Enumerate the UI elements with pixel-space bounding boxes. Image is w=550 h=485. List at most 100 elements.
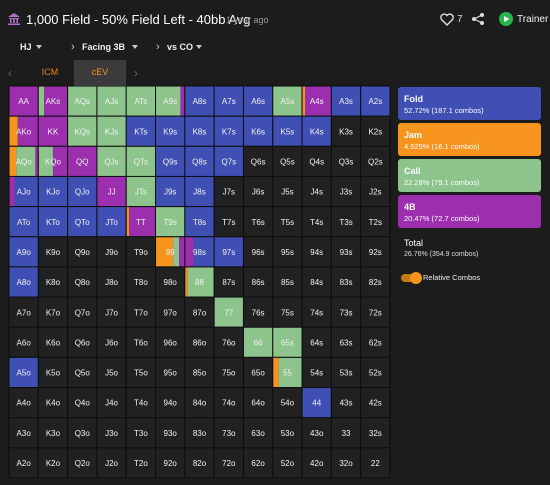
hand-label: 93s — [340, 248, 353, 257]
hand-label: A4o — [17, 399, 32, 408]
prev-arrow[interactable]: ‹ — [8, 66, 12, 80]
action-segment — [272, 357, 279, 388]
action-segment — [214, 146, 244, 177]
cell-bg — [155, 417, 185, 448]
hand-label: 82o — [193, 459, 207, 468]
cell-bg — [360, 417, 390, 448]
hand-label: 32o — [339, 459, 353, 468]
hand-label: Q3o — [75, 429, 91, 438]
legend-detail: 4.525% (16.1 combos) — [404, 142, 480, 151]
legend-detail: 52.72% (187.1 combos) — [404, 106, 484, 115]
tab[interactable]: ICM — [41, 67, 59, 77]
hand-label: K3o — [46, 429, 61, 438]
cell-bg — [272, 266, 303, 298]
hand-label: Q5o — [75, 369, 91, 378]
hand-label: ATs — [135, 97, 148, 106]
hand-label: T8o — [134, 278, 148, 287]
cell-bg — [184, 327, 215, 358]
cell-bg — [126, 297, 156, 328]
hand-label: 97o — [164, 308, 178, 317]
hand-label: A9o — [17, 248, 32, 257]
cell-bg — [302, 447, 332, 478]
cell-bg — [243, 297, 273, 328]
action-segment — [17, 116, 39, 147]
hand-label: 73o — [222, 429, 236, 438]
legend-item[interactable] — [398, 159, 541, 192]
like-button[interactable] — [440, 13, 454, 26]
cell-bg — [96, 387, 127, 418]
legend-name: 4B — [404, 202, 416, 212]
hand-label: A6o — [17, 338, 32, 347]
hand-label: 96s — [252, 248, 265, 257]
cell-bg — [331, 387, 361, 418]
bank-icon — [8, 13, 20, 25]
action-segment — [243, 86, 273, 117]
hand-label: J8s — [193, 188, 205, 197]
cell-bg — [96, 327, 127, 358]
action-segment — [173, 236, 179, 267]
cell-bg — [360, 206, 390, 237]
hand-label: Q6o — [75, 338, 91, 347]
legend-item[interactable] — [398, 123, 541, 156]
action-segment — [9, 357, 39, 388]
action-segment — [16, 146, 36, 177]
action-segment — [38, 206, 68, 237]
cell-bg — [331, 327, 361, 358]
action-segment — [155, 86, 181, 117]
hand-label: K9s — [163, 127, 177, 136]
action-segment — [184, 116, 215, 147]
hand-label: 92o — [164, 459, 178, 468]
hand-label: 94s — [310, 248, 323, 257]
cell-bg — [214, 447, 244, 478]
action-segment — [214, 297, 244, 328]
legend-item[interactable] — [398, 195, 541, 228]
timestamp: 1 year ago — [226, 15, 269, 25]
action-segment — [67, 176, 97, 207]
action-segment — [14, 176, 39, 207]
cell-bg — [302, 297, 332, 328]
cell-bg — [360, 297, 390, 328]
hand-label: T9o — [134, 248, 148, 257]
hand-label: K2o — [46, 459, 61, 468]
hand-label: 74s — [310, 308, 323, 317]
legend-item[interactable] — [398, 87, 541, 120]
action-segment — [129, 206, 156, 237]
cell-bg — [126, 447, 156, 478]
action-segment — [9, 206, 39, 237]
hand-label: K7s — [222, 127, 236, 136]
next-arrow[interactable]: › — [134, 66, 138, 80]
hand-label: A2s — [368, 97, 382, 106]
cell-bg — [96, 297, 127, 328]
hand-label: 84o — [193, 399, 207, 408]
action-segment — [44, 86, 68, 117]
hand-label: A3o — [17, 429, 32, 438]
cell-bg — [243, 357, 273, 388]
filter-dropdown[interactable]: Facing 3B — [82, 42, 126, 52]
share-button[interactable] — [471, 12, 485, 26]
cell-bg — [214, 176, 244, 207]
cell-bg — [360, 146, 390, 177]
action-segment — [126, 146, 156, 177]
trainer-icon[interactable] — [499, 12, 513, 26]
filter-dropdown[interactable]: vs CO — [167, 42, 194, 52]
cell-bg — [272, 447, 303, 478]
cell-bg — [272, 146, 303, 177]
cell-bg — [155, 357, 185, 388]
cell-bg — [243, 447, 273, 478]
hand-label: AA — [18, 97, 29, 106]
action-segment — [214, 86, 244, 117]
action-segment — [9, 86, 39, 117]
cell-bg — [126, 417, 156, 448]
tab[interactable]: cEV — [91, 67, 109, 77]
hand-label: 86s — [252, 278, 265, 287]
filter-dropdown[interactable]: HJ — [20, 42, 32, 52]
cell-bg — [302, 236, 332, 267]
hand-label: AKo — [16, 127, 32, 136]
hand-label: 85o — [193, 369, 207, 378]
trainer-button[interactable]: Trainer — [517, 14, 549, 25]
hand-label: 87s — [222, 278, 235, 287]
hand-label: T9s — [164, 218, 177, 227]
toggle-knob[interactable] — [410, 272, 422, 284]
